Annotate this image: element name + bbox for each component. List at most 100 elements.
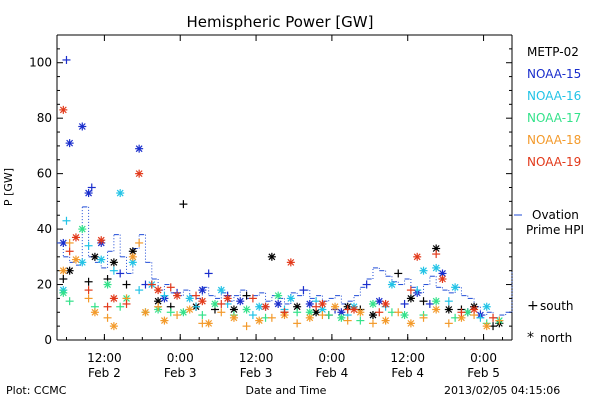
- star-d2: [59, 239, 67, 247]
- star-d2: [205, 319, 213, 327]
- star-d2: [154, 297, 162, 305]
- south-point-plus: [248, 294, 257, 303]
- south-point-plus: [87, 183, 96, 192]
- north-point-star: [90, 252, 99, 261]
- north-point-star: [293, 302, 302, 311]
- legend-entry-metp-02: METP-02: [527, 45, 579, 59]
- star-d2: [350, 306, 358, 313]
- star-d2: [217, 286, 225, 294]
- north-point-star: [128, 258, 137, 267]
- y-tick-label: 20: [37, 278, 52, 292]
- y-ticks: 0 20 40 60 80 100: [29, 48, 512, 347]
- x-tick-date-label: Feb 3: [240, 366, 273, 380]
- marker-legend-symbol: +: [527, 298, 539, 314]
- south-point-plus: [65, 238, 74, 247]
- star-d2: [161, 317, 168, 325]
- star-d2: [312, 308, 320, 316]
- star-d2: [356, 308, 364, 316]
- north-point-star: [179, 308, 188, 317]
- star-d2: [110, 294, 118, 302]
- marker-legend: + south * north: [527, 298, 574, 346]
- south-point-plus: [362, 280, 371, 289]
- south-point-plus: [394, 269, 403, 278]
- south-point-plus: [267, 313, 276, 322]
- south-point-plus: [489, 313, 498, 322]
- south-point-plus: [84, 277, 93, 286]
- north-point-star: [482, 322, 491, 331]
- y-tick-label: 60: [37, 167, 52, 181]
- north-point-star: [356, 308, 365, 317]
- south-point-plus: [293, 319, 302, 328]
- north-point-star: [236, 297, 245, 306]
- south-point-plus: [65, 297, 74, 306]
- x-tick-time-label: 0:00: [318, 351, 345, 365]
- star-d2: [66, 267, 74, 275]
- south-point-plus: [84, 294, 93, 303]
- north-point-star: [451, 283, 460, 292]
- ovation-legend-label-2: Prime HPI: [526, 223, 584, 237]
- marker-legend-label: north: [540, 331, 572, 345]
- series-legend: METP-02 NOAA-15 NOAA-16 NOAA-17 NOAA-18 NOAA-…: [527, 45, 581, 169]
- north-point-star: [185, 305, 194, 314]
- north-point-star: [90, 308, 99, 317]
- south-point-plus: [457, 308, 466, 317]
- north-point-star: [274, 299, 283, 308]
- ovation-legend-label: Ovation: [532, 208, 579, 222]
- star-d2: [432, 297, 440, 305]
- north-point-star: [242, 305, 251, 314]
- north-point-star: [71, 255, 80, 264]
- south-point-plus: [59, 275, 68, 283]
- north-point-star: [135, 169, 144, 178]
- star-d2: [432, 264, 440, 272]
- star-d2: [59, 267, 67, 275]
- south-point-plus: [419, 297, 428, 306]
- star-d2: [236, 297, 244, 305]
- south-point-plus: [242, 322, 251, 331]
- north-point-star: [438, 275, 447, 283]
- south-point-plus: [280, 308, 289, 317]
- footer-plot-credit: Plot: CCMC: [6, 384, 67, 397]
- star-d2: [186, 306, 194, 313]
- south-point-plus: [293, 308, 302, 317]
- north-point-star: [173, 291, 182, 300]
- legend-entry-noaa-18: NOAA-18: [527, 133, 581, 147]
- north-point-star: [305, 313, 314, 322]
- north-point-star: [267, 252, 276, 261]
- star-d2: [318, 300, 326, 308]
- star-d2: [420, 267, 427, 275]
- star-d2: [91, 253, 99, 261]
- star-d2: [224, 294, 232, 302]
- south-point-plus: [166, 283, 175, 292]
- star-d2: [91, 308, 99, 316]
- north-point-star: [135, 144, 144, 153]
- north-point-star: [198, 286, 207, 295]
- south-point-plus: [299, 286, 308, 295]
- south-point-plus: [109, 266, 118, 275]
- star-d2: [458, 314, 465, 322]
- star-d2: [388, 281, 396, 288]
- star-d2: [262, 303, 269, 311]
- star-d2: [331, 303, 339, 311]
- y-axis-label: P [GW]: [2, 168, 15, 206]
- x-tick-time-label: 12:00: [390, 351, 425, 365]
- star-d2: [401, 311, 408, 319]
- north-point-star: [71, 233, 80, 242]
- star-d2: [78, 258, 86, 266]
- north-point-star: [255, 316, 264, 325]
- south-point-plus: [394, 308, 403, 317]
- north-point-star: [337, 313, 346, 322]
- south-point-plus: [217, 308, 226, 317]
- south-point-plus: [198, 311, 207, 320]
- star-d2: [432, 306, 440, 313]
- star-d2: [382, 300, 390, 308]
- star-d2: [104, 281, 111, 288]
- south-point-plus: [312, 302, 321, 311]
- south-point-plus: [173, 311, 182, 320]
- south-point-plus: [122, 280, 131, 289]
- south-point-plus: [432, 250, 441, 259]
- star-d2: [135, 170, 143, 178]
- star-d2: [230, 306, 238, 313]
- ovation-prime-line: [57, 206, 513, 319]
- star-d2: [179, 308, 187, 316]
